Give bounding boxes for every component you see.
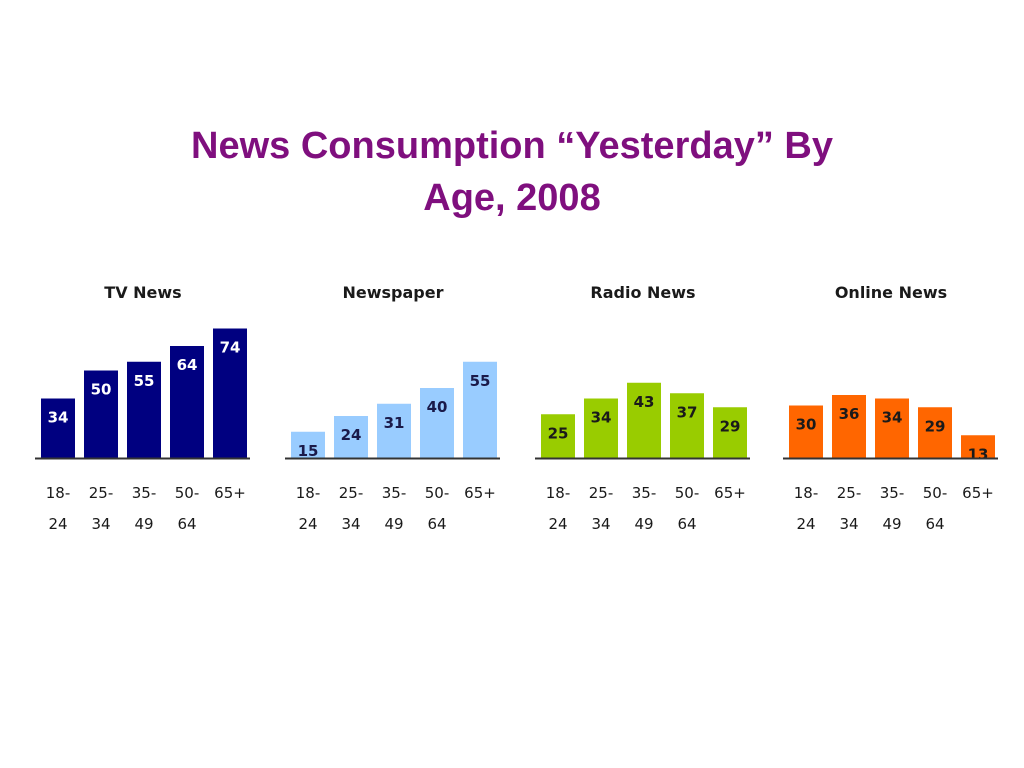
- bar-online-news-3: [918, 407, 952, 458]
- value-label-newspaper-0: 15: [298, 442, 319, 460]
- chart-title-newspaper: Newspaper: [343, 283, 444, 302]
- category-label-newspaper-3-line-1: 50-: [425, 484, 450, 502]
- category-label-online-news-0-line-1: 18-: [794, 484, 819, 502]
- value-label-tv-news-4: 74: [220, 339, 241, 357]
- bar-tv-news-3: [170, 346, 204, 458]
- category-label-online-news-3-line-2: 64: [925, 515, 944, 533]
- chart-title-online-news: Online News: [835, 283, 947, 302]
- category-label-online-news-2-line-1: 35-: [880, 484, 905, 502]
- charts-area: TV News 34 18- 24 50 25- 34 55 35- 49 64 50- 64 74 65+…: [0, 270, 1024, 550]
- value-label-newspaper-3: 40: [427, 398, 448, 416]
- slide-title: News Consumption “Yesterday” By Age, 200…: [0, 120, 1024, 224]
- bar-online-news-2: [875, 398, 909, 458]
- chart-newspaper: Newspaper 15 18- 24 24 25- 34 31 35- 49 40 50- 64 55 6…: [285, 283, 500, 533]
- bar-newspaper-0: [291, 431, 325, 458]
- category-label-online-news-0-line-2: 24: [796, 515, 815, 533]
- value-label-newspaper-2: 31: [384, 414, 405, 432]
- value-label-online-news-3: 29: [925, 417, 946, 435]
- category-label-online-news-1-line-2: 34: [839, 515, 858, 533]
- category-label-radio-news-1-line-2: 34: [591, 515, 610, 533]
- value-label-online-news-2: 34: [882, 409, 903, 427]
- category-label-radio-news-3-line-2: 64: [677, 515, 696, 533]
- category-label-tv-news-0-line-1: 18-: [46, 484, 71, 502]
- category-label-radio-news-2-line-2: 49: [634, 515, 653, 533]
- bar-tv-news-1: [84, 370, 118, 458]
- category-label-radio-news-0-line-2: 24: [548, 515, 567, 533]
- chart-tv-news: TV News 34 18- 24 50 25- 34 55 35- 49 64 50- 64 74 65+: [35, 283, 250, 533]
- value-label-tv-news-0: 34: [48, 409, 69, 427]
- category-label-radio-news-4-line-1: 65+: [714, 484, 746, 502]
- value-label-online-news-4: 13: [968, 445, 989, 463]
- category-label-newspaper-4-line-1: 65+: [464, 484, 496, 502]
- category-label-tv-news-4-line-1: 65+: [214, 484, 246, 502]
- chart-title-tv-news: TV News: [104, 283, 181, 302]
- bar-radio-news-1: [584, 398, 618, 458]
- bar-newspaper-4: [463, 361, 497, 458]
- category-label-tv-news-2-line-2: 49: [134, 515, 153, 533]
- slide-title-line-2: Age, 2008: [423, 177, 601, 219]
- category-label-tv-news-1-line-2: 34: [91, 515, 110, 533]
- category-label-radio-news-2-line-1: 35-: [632, 484, 657, 502]
- value-label-online-news-1: 36: [839, 405, 860, 423]
- category-label-tv-news-3-line-2: 64: [177, 515, 196, 533]
- bar-newspaper-2: [377, 403, 411, 458]
- chart-title-radio-news: Radio News: [590, 283, 695, 302]
- value-label-radio-news-1: 34: [591, 409, 612, 427]
- value-label-radio-news-0: 25: [548, 424, 569, 442]
- bar-radio-news-3: [670, 393, 704, 458]
- bar-radio-news-4: [713, 407, 747, 458]
- category-label-radio-news-3-line-1: 50-: [675, 484, 700, 502]
- value-label-newspaper-4: 55: [470, 372, 491, 390]
- bar-radio-news-0: [541, 414, 575, 458]
- bar-tv-news-2: [127, 361, 161, 458]
- chart-radio-news: Radio News 25 18- 24 34 25- 34 43 35- 49 37 50- 64 29…: [535, 283, 750, 533]
- category-label-tv-news-3-line-1: 50-: [175, 484, 200, 502]
- category-label-newspaper-2-line-1: 35-: [382, 484, 407, 502]
- category-label-online-news-3-line-1: 50-: [923, 484, 948, 502]
- category-label-online-news-1-line-1: 25-: [837, 484, 862, 502]
- value-label-radio-news-3: 37: [677, 403, 698, 421]
- slide-title-line-1: News Consumption “Yesterday” By: [191, 125, 833, 167]
- category-label-newspaper-2-line-2: 49: [384, 515, 403, 533]
- bar-online-news-4: [961, 435, 995, 458]
- category-label-newspaper-0-line-2: 24: [298, 515, 317, 533]
- category-label-tv-news-0-line-2: 24: [48, 515, 67, 533]
- category-label-online-news-2-line-2: 49: [882, 515, 901, 533]
- value-label-tv-news-3: 64: [177, 356, 198, 374]
- category-label-newspaper-1-line-1: 25-: [339, 484, 364, 502]
- value-label-radio-news-4: 29: [720, 417, 741, 435]
- category-label-newspaper-0-line-1: 18-: [296, 484, 321, 502]
- charts-svg: TV News 34 18- 24 50 25- 34 55 35- 49 64 50- 64 74 65+…: [35, 283, 998, 533]
- category-label-newspaper-3-line-2: 64: [427, 515, 446, 533]
- category-label-tv-news-2-line-1: 35-: [132, 484, 157, 502]
- category-label-newspaper-1-line-2: 34: [341, 515, 360, 533]
- value-label-tv-news-2: 55: [134, 372, 155, 390]
- chart-online-news: Online News 30 18- 24 36 25- 34 34 35- 49 29 50- 64 1…: [783, 283, 998, 533]
- category-label-tv-news-1-line-1: 25-: [89, 484, 114, 502]
- bar-online-news-0: [789, 405, 823, 458]
- value-label-tv-news-1: 50: [91, 381, 112, 399]
- bar-radio-news-2: [627, 382, 661, 458]
- value-label-online-news-0: 30: [796, 416, 817, 434]
- category-label-online-news-4-line-1: 65+: [962, 484, 994, 502]
- value-label-newspaper-1: 24: [341, 426, 362, 444]
- value-label-radio-news-2: 43: [634, 393, 655, 411]
- category-label-radio-news-1-line-1: 25-: [589, 484, 614, 502]
- bar-tv-news-0: [41, 398, 75, 458]
- category-label-radio-news-0-line-1: 18-: [546, 484, 571, 502]
- bar-tv-news-4: [213, 328, 247, 458]
- bar-online-news-1: [832, 395, 866, 458]
- bar-newspaper-3: [420, 388, 454, 458]
- bar-newspaper-1: [334, 416, 368, 458]
